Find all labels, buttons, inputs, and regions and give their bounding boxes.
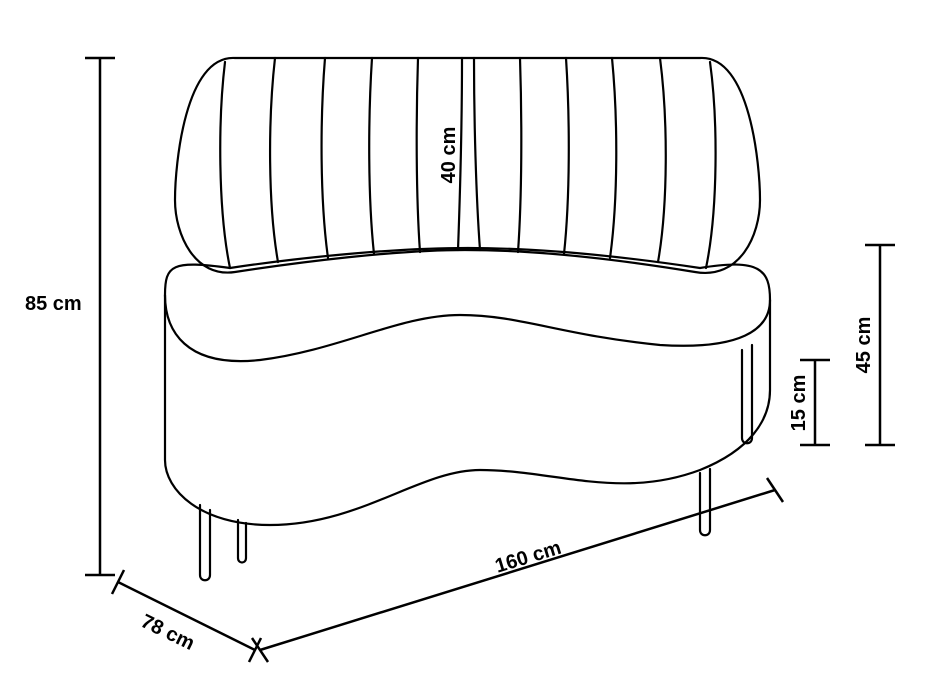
dim-depth: 78 cm (112, 570, 261, 662)
backrest-outline (175, 58, 760, 273)
label-seat-height: 45 cm (853, 317, 875, 374)
dim-leg-height: 15 cm (788, 360, 830, 445)
label-backrest-height: 40 cm (438, 127, 460, 184)
label-leg-height: 15 cm (788, 375, 810, 432)
label-total-height: 85 cm (25, 293, 82, 315)
sofa-dimension-diagram: 85 cm 40 cm 45 cm 15 cm 160 cm 78 cm (0, 0, 950, 690)
legs (200, 345, 752, 580)
dim-width: 160 cm (252, 478, 783, 662)
seat-top (165, 248, 770, 361)
dim-backrest-height: 40 cm (438, 127, 460, 184)
seat-body (165, 295, 770, 525)
dim-seat-height: 45 cm (853, 245, 895, 445)
dim-total-height: 85 cm (25, 58, 115, 575)
backrest-channels (220, 58, 715, 268)
label-width: 160 cm (493, 537, 564, 578)
